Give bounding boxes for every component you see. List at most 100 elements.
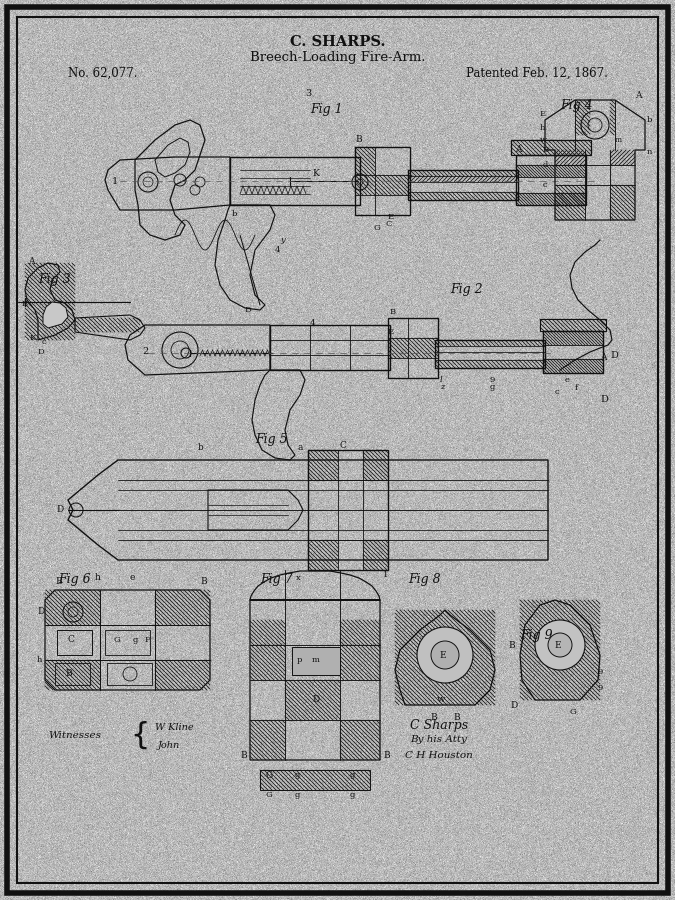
Bar <box>543 331 603 373</box>
Text: B: B <box>430 713 437 722</box>
Text: x: x <box>296 574 301 582</box>
Text: B: B <box>543 146 549 154</box>
Text: D: D <box>38 348 45 356</box>
Bar <box>260 770 370 790</box>
Text: c: c <box>42 338 47 346</box>
Text: Fig 8: Fig 8 <box>408 573 441 587</box>
Circle shape <box>548 633 572 657</box>
Text: Fig 6: Fig 6 <box>58 573 90 587</box>
Bar <box>105 630 150 655</box>
Text: C: C <box>67 635 74 644</box>
Text: By his Atty: By his Atty <box>410 735 467 744</box>
Text: Fig 2: Fig 2 <box>450 284 483 296</box>
Bar <box>516 155 586 205</box>
Circle shape <box>417 627 473 683</box>
Text: 4: 4 <box>275 246 281 254</box>
Text: n: n <box>647 148 652 156</box>
Text: E: E <box>439 651 446 660</box>
Bar <box>292 647 340 675</box>
Text: m: m <box>312 656 320 664</box>
Bar <box>308 450 388 570</box>
Text: A: A <box>600 354 607 363</box>
Circle shape <box>431 641 459 669</box>
Text: G: G <box>373 224 380 232</box>
Text: d: d <box>543 161 548 169</box>
Text: F: F <box>145 636 151 644</box>
Bar <box>435 340 545 368</box>
Bar <box>57 630 92 655</box>
Text: p: p <box>297 656 302 664</box>
Text: g: g <box>490 383 495 391</box>
Text: G: G <box>265 770 272 779</box>
Text: B: B <box>65 670 72 679</box>
Bar <box>408 170 518 200</box>
Text: g: g <box>295 771 300 779</box>
Text: m: m <box>615 136 622 144</box>
Text: No. 62,077.: No. 62,077. <box>68 67 138 79</box>
Text: h: h <box>540 124 545 132</box>
Text: 9: 9 <box>598 684 603 692</box>
Text: Fig 5: Fig 5 <box>255 434 288 446</box>
Text: a: a <box>298 444 303 453</box>
Text: 2: 2 <box>142 347 148 356</box>
Text: D: D <box>312 696 319 705</box>
Text: 1: 1 <box>112 177 118 186</box>
Text: l: l <box>440 376 443 384</box>
Bar <box>270 325 390 370</box>
Text: Breech-Loading Fire-Arm.: Breech-Loading Fire-Arm. <box>250 50 426 64</box>
Text: D: D <box>56 506 63 515</box>
Text: D: D <box>245 306 252 314</box>
Text: z: z <box>440 383 444 391</box>
Text: D: D <box>610 350 618 359</box>
Text: 9: 9 <box>490 376 495 384</box>
Text: C: C <box>385 220 391 228</box>
Text: e: e <box>565 376 570 384</box>
Bar <box>230 157 360 205</box>
Text: Fig 4: Fig 4 <box>560 98 593 112</box>
Bar <box>355 147 410 215</box>
Text: E: E <box>388 213 394 221</box>
Text: B: B <box>55 578 61 587</box>
Text: 9: 9 <box>598 668 603 676</box>
Bar <box>388 318 438 378</box>
Text: A: A <box>515 146 522 155</box>
Text: D: D <box>600 395 608 404</box>
Text: c: c <box>543 181 547 189</box>
Text: Fig 7: Fig 7 <box>260 573 293 587</box>
Text: h: h <box>95 573 101 582</box>
Text: B: B <box>508 641 514 650</box>
Text: E: E <box>388 328 394 336</box>
Text: G: G <box>265 791 272 799</box>
Text: A: A <box>635 91 641 100</box>
Text: 1: 1 <box>383 571 388 579</box>
Bar <box>511 140 591 155</box>
Text: b: b <box>198 444 204 453</box>
Text: G: G <box>570 708 576 716</box>
Text: g: g <box>350 771 355 779</box>
Text: w: w <box>540 136 547 144</box>
Text: B: B <box>355 136 362 145</box>
Text: A: A <box>28 257 34 266</box>
Text: C: C <box>340 440 347 449</box>
Text: K: K <box>30 334 36 342</box>
Text: g: g <box>350 791 355 799</box>
Text: h: h <box>37 656 43 664</box>
Circle shape <box>535 620 585 670</box>
Text: g: g <box>133 636 138 644</box>
Text: 4: 4 <box>310 319 315 327</box>
Text: Fig 3: Fig 3 <box>38 274 71 286</box>
Text: John: John <box>158 741 180 750</box>
Text: D: D <box>37 608 45 616</box>
Text: K: K <box>312 169 319 178</box>
Text: {: { <box>130 721 149 750</box>
Text: c: c <box>555 388 560 396</box>
Text: Fig 1: Fig 1 <box>310 104 343 116</box>
Text: g: g <box>295 791 300 799</box>
Text: B: B <box>453 713 460 722</box>
Text: b: b <box>232 210 238 218</box>
Text: Witnesses: Witnesses <box>48 731 101 740</box>
Text: C H Houston: C H Houston <box>405 751 472 760</box>
Text: B: B <box>200 578 207 587</box>
Text: e: e <box>130 573 136 582</box>
Text: B: B <box>22 300 28 308</box>
